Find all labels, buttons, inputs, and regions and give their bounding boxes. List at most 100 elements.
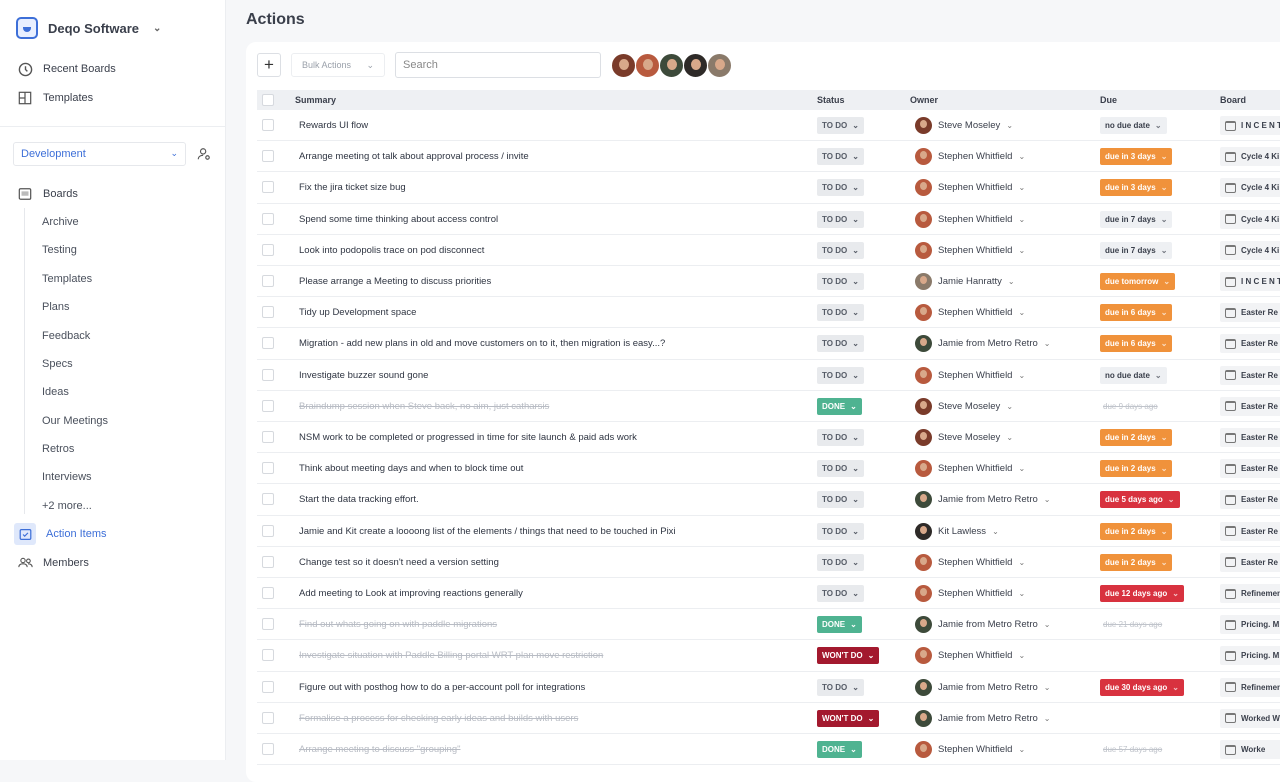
avatar[interactable] xyxy=(707,53,732,78)
owner-dropdown[interactable]: Jamie from Metro Retro ⌄ xyxy=(915,491,1050,509)
table-row[interactable]: Formalise a process for checking early i… xyxy=(257,703,1280,734)
row-checkbox[interactable] xyxy=(262,181,274,194)
due-date-badge[interactable]: due in 6 days ⌄ xyxy=(1100,335,1173,353)
action-summary[interactable]: Change test so it doesn't need a version… xyxy=(299,556,499,568)
status-dropdown[interactable]: TO DO ⌄ xyxy=(817,210,864,228)
table-row[interactable]: Investigate situation with Paddle Billin… xyxy=(257,640,1280,672)
status-dropdown[interactable]: TO DO ⌄ xyxy=(817,585,864,602)
board-link[interactable]: Refinemen xyxy=(1220,677,1280,697)
column-summary[interactable]: Summary xyxy=(295,95,337,105)
board-link[interactable]: Archive xyxy=(42,216,79,228)
owner-dropdown[interactable]: Stephen Whitfield ⌄ xyxy=(915,585,1025,602)
sidebar-item-recent-boards[interactable]: Recent Boards xyxy=(17,61,116,77)
board-link[interactable]: Feedback xyxy=(42,330,91,342)
status-dropdown[interactable]: TO DO ⌄ xyxy=(817,241,864,259)
board-link[interactable]: Specs xyxy=(42,358,73,370)
owner-dropdown[interactable]: Steve Moseley ⌄ xyxy=(915,397,1013,415)
table-row[interactable]: Think about meeting days and when to blo… xyxy=(257,453,1280,485)
table-row[interactable]: NSM work to be completed or progressed i… xyxy=(257,422,1280,454)
due-date-badge[interactable]: due in 2 days ⌄ xyxy=(1100,460,1173,478)
table-row[interactable]: Please arrange a Meeting to discuss prio… xyxy=(257,266,1280,298)
more-boards-link[interactable]: +2 more... xyxy=(42,500,92,512)
due-date-badge[interactable]: due in 6 days ⌄ xyxy=(1100,304,1173,322)
action-summary[interactable]: Braindump session when Steve back, no ai… xyxy=(299,400,550,412)
table-row[interactable]: Braindump session when Steve back, no ai… xyxy=(257,391,1280,422)
column-status[interactable]: Status xyxy=(817,95,845,105)
board-link[interactable]: Interviews xyxy=(42,471,92,483)
due-date-badge[interactable]: no due date ⌄ xyxy=(1100,366,1167,384)
status-dropdown[interactable]: TO DO ⌄ xyxy=(817,460,864,478)
avatar[interactable] xyxy=(635,53,660,78)
board-link[interactable]: Cycle 4 Ki xyxy=(1220,178,1280,198)
status-dropdown[interactable]: TO DO ⌄ xyxy=(817,553,864,571)
action-summary[interactable]: Migration - add new plans in old and mov… xyxy=(299,338,666,350)
due-date-badge[interactable]: due in 2 days ⌄ xyxy=(1100,553,1173,571)
status-dropdown[interactable]: TO DO ⌄ xyxy=(817,429,864,446)
action-summary[interactable]: Find out whats going on with paddle migr… xyxy=(299,619,498,631)
row-checkbox[interactable] xyxy=(262,493,274,506)
table-row[interactable]: Tidy up Development space TO DO ⌄ Stephen… xyxy=(257,297,1280,329)
owner-dropdown[interactable]: Stephen Whitfield ⌄ xyxy=(915,553,1025,571)
board-link[interactable]: Our Meetings xyxy=(42,415,109,427)
bulk-actions-dropdown[interactable]: Bulk Actions ⌄ xyxy=(291,53,385,77)
avatar[interactable] xyxy=(659,53,684,78)
table-row[interactable]: Jamie and Kit create a loooong list of t… xyxy=(257,516,1280,547)
owner-dropdown[interactable]: Stephen Whitfield ⌄ xyxy=(915,210,1025,228)
action-summary[interactable]: Spend some time thinking about access co… xyxy=(299,213,499,225)
due-date-badge[interactable]: due in 7 days ⌄ xyxy=(1100,241,1173,259)
row-checkbox[interactable] xyxy=(262,711,274,724)
board-link[interactable]: Templates xyxy=(42,273,93,285)
action-summary[interactable]: Investigate buzzer sound gone xyxy=(299,369,429,381)
table-row[interactable]: Rewards UI flow TO DO ⌄ Steve Moseley ⌄ no… xyxy=(257,110,1280,142)
status-dropdown[interactable]: WON'T DO ⌄ xyxy=(817,647,880,665)
board-link[interactable]: Easter Re xyxy=(1220,334,1280,354)
board-link[interactable]: Easter Re xyxy=(1220,365,1280,385)
row-checkbox[interactable] xyxy=(262,587,274,599)
row-checkbox[interactable] xyxy=(262,368,274,381)
status-dropdown[interactable]: TO DO ⌄ xyxy=(817,678,864,696)
table-row[interactable]: Find out whats going on with paddle migr… xyxy=(257,609,1280,641)
board-link[interactable]: Easter Re xyxy=(1220,552,1280,572)
owner-dropdown[interactable]: Jamie from Metro Retro ⌄ xyxy=(915,616,1050,634)
owner-dropdown[interactable]: Stephen Whitfield ⌄ xyxy=(915,647,1025,665)
status-dropdown[interactable]: TO DO ⌄ xyxy=(817,179,864,197)
board-link[interactable]: Ideas xyxy=(42,386,69,398)
sidebar-item-boards[interactable]: Boards xyxy=(17,186,78,202)
owner-dropdown[interactable]: Stephen Whitfield ⌄ xyxy=(915,366,1025,384)
due-date-badge[interactable]: due 30 days ago ⌄ xyxy=(1100,678,1184,696)
board-link[interactable]: Retros xyxy=(42,443,75,455)
action-summary[interactable]: Investigate situation with Paddle Billin… xyxy=(299,650,604,662)
status-dropdown[interactable]: TO DO ⌄ xyxy=(817,335,864,353)
status-dropdown[interactable]: TO DO ⌄ xyxy=(817,148,864,166)
owner-dropdown[interactable]: Jamie from Metro Retro ⌄ xyxy=(915,335,1050,353)
action-summary[interactable]: Add meeting to Look at improving reactio… xyxy=(299,588,523,599)
board-link[interactable]: Pricing. M xyxy=(1220,646,1280,666)
board-link[interactable]: Cycle 4 Ki xyxy=(1220,240,1280,260)
board-link[interactable]: Plans xyxy=(42,301,70,313)
owner-dropdown[interactable]: Stephen Whitfield ⌄ xyxy=(915,241,1025,259)
action-summary[interactable]: Formalise a process for checking early i… xyxy=(299,712,579,724)
status-dropdown[interactable]: WON'T DO ⌄ xyxy=(817,709,880,727)
table-row[interactable]: Add meeting to Look at improving reactio… xyxy=(257,578,1280,610)
table-row[interactable]: Arrange meeting to discuss "grouping" DO… xyxy=(257,734,1280,766)
board-link[interactable]: Worke xyxy=(1220,740,1280,759)
board-link[interactable]: Testing xyxy=(42,244,77,256)
due-date-badge[interactable]: due in 3 days ⌄ xyxy=(1100,179,1173,197)
action-summary[interactable]: Start the data tracking effort. xyxy=(299,494,419,506)
board-link[interactable]: Easter Re xyxy=(1220,521,1280,541)
row-checkbox[interactable] xyxy=(262,212,274,225)
owner-dropdown[interactable]: Jamie from Metro Retro ⌄ xyxy=(915,678,1050,696)
row-checkbox[interactable] xyxy=(262,431,274,443)
due-date-badge[interactable]: due 12 days ago ⌄ xyxy=(1100,585,1184,602)
row-checkbox[interactable] xyxy=(262,399,274,412)
add-action-button[interactable]: + xyxy=(257,53,281,77)
owner-dropdown[interactable]: Stephen Whitfield ⌄ xyxy=(915,460,1025,478)
row-checkbox[interactable] xyxy=(262,150,274,163)
row-checkbox[interactable] xyxy=(262,618,274,631)
avatar[interactable] xyxy=(611,53,636,78)
row-checkbox[interactable] xyxy=(262,649,274,662)
owner-dropdown[interactable]: Jamie Hanratty ⌄ xyxy=(915,273,1015,290)
table-row[interactable]: Fix the jira ticket size bug TO DO ⌄ Step… xyxy=(257,172,1280,204)
action-summary[interactable]: Fix the jira ticket size bug xyxy=(299,182,406,194)
owner-dropdown[interactable]: Steve Moseley ⌄ xyxy=(915,429,1013,446)
